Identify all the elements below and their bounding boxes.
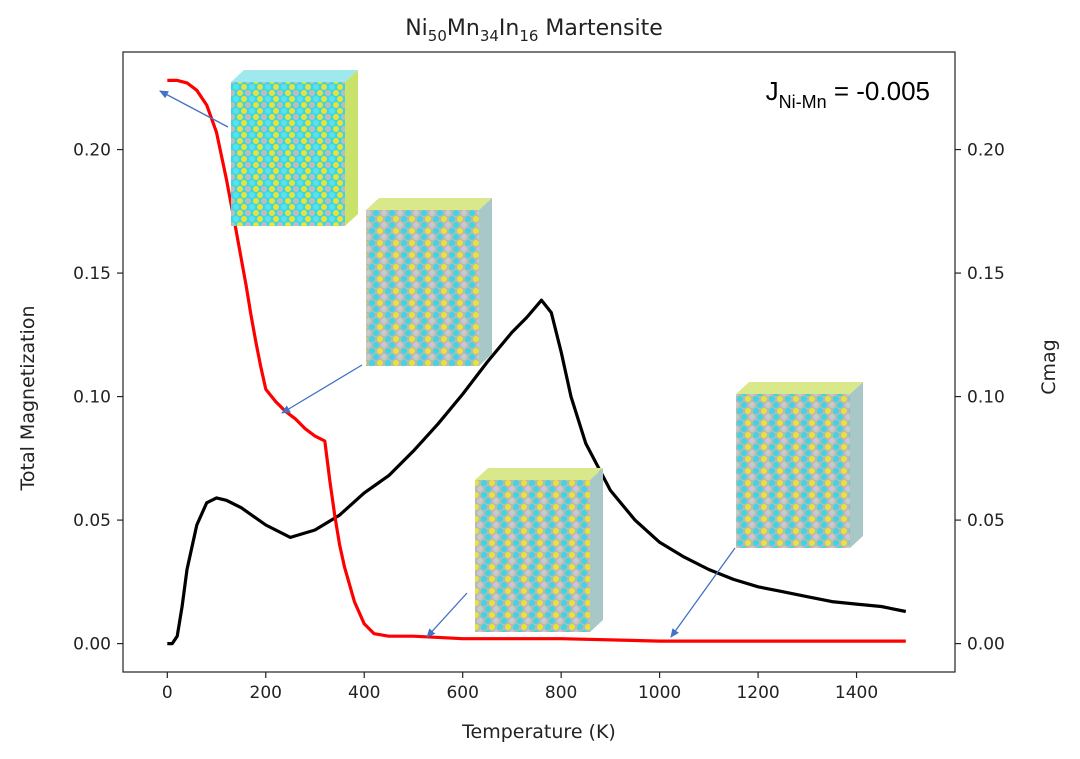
pointer-arrow-3 <box>426 592 468 638</box>
right-y-tick-label: 0.05 <box>967 511 1005 531</box>
x-tick-label: 0 <box>162 683 173 703</box>
x-axis-ticks: 0 200 400 600 800 1000 1200 1400 <box>162 672 878 703</box>
chart-title: Ni50Mn34In16 Martensite <box>405 16 663 45</box>
magnetization-series-line <box>167 78 906 643</box>
left-axis-label: Total Magnetization <box>17 306 39 492</box>
right-axis-ticks: 0.00 0.05 0.10 0.15 0.20 <box>955 141 1005 655</box>
x-tick-label: 400 <box>348 683 380 703</box>
x-axis-label: Temperature (K) <box>461 721 616 743</box>
right-y-tick-label: 0.20 <box>967 141 1005 161</box>
x-tick-label: 200 <box>250 683 282 703</box>
left-y-tick-label: 0.00 <box>73 635 111 655</box>
right-axis-label: Cmag <box>1038 339 1060 394</box>
x-tick-label: 1000 <box>638 683 681 703</box>
exchange-annotation: JNi-Mn = -0.005 <box>766 76 930 112</box>
plot-area <box>122 51 956 673</box>
left-axis-ticks: 0.00 0.05 0.10 0.15 0.20 <box>73 141 123 655</box>
pointer-arrow-4 <box>670 547 736 638</box>
crystal-structure-image-3 <box>475 468 603 632</box>
x-tick-label: 1200 <box>736 683 779 703</box>
crystal-structure-image-1 <box>231 70 358 226</box>
right-y-tick-label: 0.00 <box>967 635 1005 655</box>
left-y-tick-label: 0.05 <box>73 511 111 531</box>
crystal-structure-image-2 <box>366 198 492 366</box>
pointer-arrow-2 <box>281 364 363 414</box>
left-y-tick-label: 0.15 <box>73 264 111 284</box>
x-tick-label: 800 <box>545 683 577 703</box>
left-y-tick-label: 0.10 <box>73 388 111 408</box>
cmag-series-line <box>167 298 907 646</box>
pointer-arrow-1 <box>159 90 229 128</box>
left-y-tick-label: 0.20 <box>73 141 111 161</box>
x-tick-label: 1400 <box>835 683 878 703</box>
right-y-tick-label: 0.10 <box>967 388 1005 408</box>
x-tick-label: 600 <box>446 683 478 703</box>
right-y-tick-label: 0.15 <box>967 264 1005 284</box>
crystal-structure-image-4 <box>736 382 863 548</box>
